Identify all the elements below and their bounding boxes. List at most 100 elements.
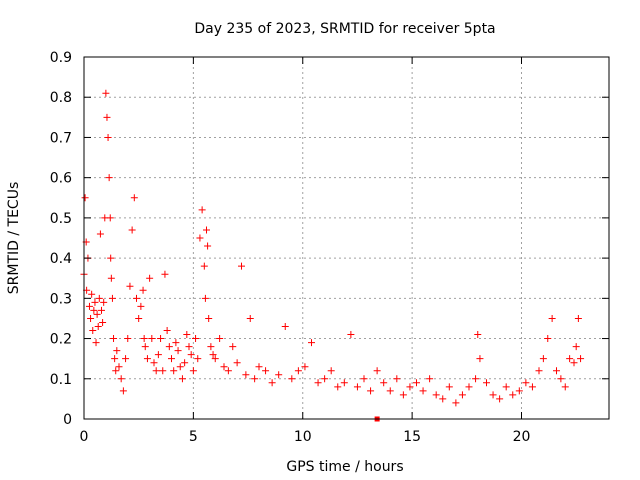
data-point bbox=[308, 339, 315, 347]
data-point bbox=[367, 387, 375, 395]
data-point bbox=[98, 306, 105, 314]
data-point bbox=[539, 355, 547, 363]
data-point bbox=[146, 274, 154, 282]
data-point bbox=[275, 371, 283, 379]
data-point bbox=[509, 391, 517, 399]
data-point bbox=[419, 387, 427, 395]
data-point bbox=[496, 395, 504, 403]
axis-ticks bbox=[83, 56, 609, 420]
data-point bbox=[209, 351, 217, 359]
plot-frame bbox=[83, 56, 610, 420]
data-point bbox=[288, 375, 296, 383]
data-point bbox=[268, 379, 276, 387]
data-point bbox=[113, 347, 121, 355]
data-point bbox=[572, 343, 580, 351]
data-point bbox=[515, 387, 523, 395]
data-point bbox=[183, 331, 191, 339]
data-point bbox=[163, 327, 171, 335]
data-point bbox=[196, 234, 204, 242]
y-tick-label: 0.3 bbox=[50, 291, 72, 307]
data-point bbox=[176, 363, 184, 371]
data-point bbox=[426, 375, 434, 383]
data-point bbox=[198, 206, 206, 214]
data-point bbox=[205, 314, 213, 322]
data-point bbox=[474, 331, 482, 339]
data-point bbox=[201, 294, 209, 302]
data-point bbox=[229, 343, 237, 351]
data-point bbox=[94, 322, 102, 330]
grid bbox=[84, 57, 609, 419]
data-point bbox=[96, 230, 104, 238]
data-point bbox=[570, 359, 578, 367]
y-tick-labels: 0 0.1 0.2 0.3 0.4 0.5 0.6 0.7 0.8 0.9 bbox=[50, 50, 72, 428]
data-point bbox=[334, 383, 342, 391]
data-point bbox=[108, 294, 116, 302]
data-point bbox=[85, 302, 93, 310]
data-point bbox=[314, 379, 322, 387]
data-point bbox=[233, 359, 241, 367]
y-tick-label: 0.1 bbox=[50, 372, 72, 388]
data-point bbox=[152, 367, 160, 375]
data-point bbox=[91, 298, 99, 306]
data-point bbox=[102, 89, 110, 97]
data-point bbox=[107, 274, 115, 282]
data-point bbox=[92, 339, 100, 347]
data-point bbox=[90, 306, 98, 314]
data-point bbox=[111, 355, 119, 363]
data-point bbox=[112, 367, 120, 375]
data-point bbox=[528, 383, 536, 391]
data-point bbox=[165, 343, 173, 351]
data-point bbox=[522, 379, 530, 387]
data-point bbox=[251, 375, 259, 383]
data-point bbox=[178, 375, 186, 383]
y-tick-label: 0 bbox=[63, 412, 72, 428]
data-point bbox=[557, 375, 565, 383]
chart-title: Day 235 of 2023, SRMTID for receiver 5pt… bbox=[194, 21, 495, 37]
data-point bbox=[321, 375, 329, 383]
data-point bbox=[347, 331, 355, 339]
data-point bbox=[140, 335, 148, 343]
data-point bbox=[106, 214, 114, 222]
data-point bbox=[246, 314, 254, 322]
data-point bbox=[87, 314, 95, 322]
data-point bbox=[353, 383, 361, 391]
data-point bbox=[413, 379, 420, 387]
data-point bbox=[577, 355, 585, 363]
y-tick-label: 0.9 bbox=[50, 50, 72, 66]
data-point bbox=[119, 387, 127, 395]
data-point bbox=[561, 383, 569, 391]
data-point bbox=[143, 355, 151, 363]
data-point bbox=[88, 290, 96, 298]
data-point bbox=[99, 318, 107, 326]
x-tick-label: 0 bbox=[80, 429, 89, 445]
data-point bbox=[207, 343, 215, 351]
data-point bbox=[95, 294, 103, 302]
data-point bbox=[100, 298, 108, 306]
data-point bbox=[139, 286, 147, 294]
data-point bbox=[93, 310, 101, 318]
data-point bbox=[187, 351, 195, 359]
y-tick-label: 0.8 bbox=[50, 90, 72, 106]
data-point bbox=[327, 367, 335, 375]
data-point bbox=[130, 194, 138, 202]
data-point bbox=[89, 327, 97, 335]
data-point bbox=[216, 335, 224, 343]
data-point bbox=[133, 294, 140, 302]
data-point bbox=[107, 254, 115, 262]
data-point bbox=[154, 351, 162, 359]
data-point bbox=[393, 375, 401, 383]
data-point bbox=[185, 343, 193, 351]
data-point bbox=[124, 335, 132, 343]
data-point bbox=[135, 314, 143, 322]
data-point bbox=[472, 375, 480, 383]
data-point bbox=[126, 282, 134, 290]
data-point bbox=[553, 367, 560, 375]
data-point bbox=[373, 367, 381, 375]
data-point bbox=[150, 359, 158, 367]
data-point bbox=[189, 367, 197, 375]
y-tick-label: 0.4 bbox=[50, 251, 72, 267]
y-axis-label: SRMTID / TECUs bbox=[6, 182, 22, 295]
data-point bbox=[224, 367, 232, 375]
data-point bbox=[159, 367, 167, 375]
